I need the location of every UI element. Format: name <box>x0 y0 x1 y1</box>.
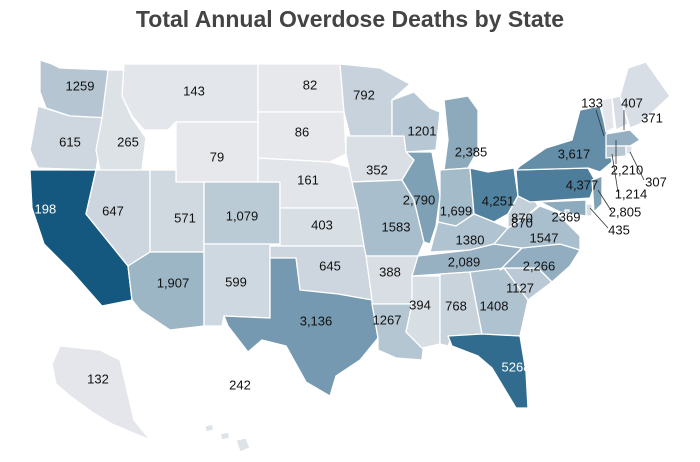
state-il[interactable] <box>401 151 441 245</box>
state-md[interactable] <box>539 199 587 217</box>
state-nj[interactable] <box>591 175 603 213</box>
state-me[interactable] <box>619 61 671 129</box>
state-shapes <box>29 59 671 453</box>
state-vt[interactable] <box>599 97 615 133</box>
state-pa[interactable] <box>515 167 597 203</box>
state-nm[interactable] <box>203 243 271 327</box>
state-nd[interactable] <box>257 63 345 113</box>
map-title: Total Annual Overdose Deaths by State <box>135 6 565 32</box>
state-fl[interactable] <box>447 333 529 409</box>
state-tx[interactable] <box>223 257 379 397</box>
state-wi[interactable] <box>391 91 441 153</box>
value-label-ri: 307 <box>645 174 667 189</box>
state-ma[interactable] <box>605 129 641 147</box>
leader-line-ct <box>611 153 619 193</box>
leader-line-nj <box>597 189 613 213</box>
value-label-hi: 242 <box>229 377 251 392</box>
state-co[interactable] <box>203 181 281 245</box>
value-label-nj: 2,805 <box>609 204 642 219</box>
leader-line-vt <box>595 109 605 137</box>
state-ga[interactable] <box>469 267 529 337</box>
leader-lines <box>589 109 645 229</box>
state-mi[interactable] <box>443 95 479 171</box>
state-wy[interactable] <box>175 121 259 183</box>
value-label-ct: 1,214 <box>615 186 648 201</box>
state-ar[interactable] <box>365 255 419 305</box>
state-mt[interactable] <box>121 63 259 131</box>
state-az[interactable] <box>127 251 205 331</box>
state-de[interactable] <box>585 203 593 217</box>
state-ks[interactable] <box>279 207 365 247</box>
state-sd[interactable] <box>257 111 347 163</box>
value-label-de: 435 <box>608 222 630 237</box>
state-ak[interactable] <box>51 345 151 441</box>
state-ut[interactable] <box>141 169 205 253</box>
state-ri[interactable] <box>625 145 633 155</box>
state-hi[interactable] <box>204 423 251 453</box>
state-dc[interactable] <box>564 209 570 215</box>
state-ia[interactable] <box>345 135 415 183</box>
leader-line-de <box>589 207 609 229</box>
leader-line-ri <box>629 151 645 181</box>
